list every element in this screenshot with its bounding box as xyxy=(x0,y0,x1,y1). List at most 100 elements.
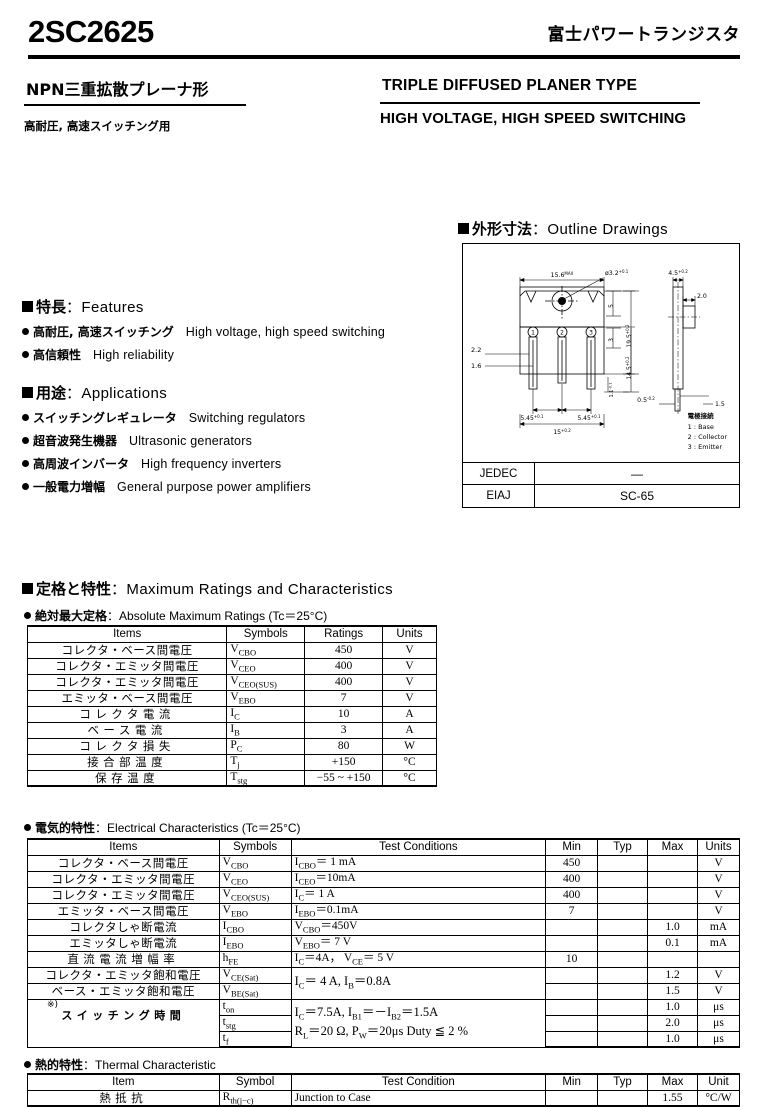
row-rating: 80 xyxy=(304,737,384,755)
row-min: 7 xyxy=(545,902,599,920)
applications-section: 用途： Applications スイッチングレギュレータ Switching r… xyxy=(22,382,442,495)
row-symbol: IEBO xyxy=(218,934,292,952)
subtitle-en-secondary: HIGH VOLTAGE, HIGH SPEED SWITCHING xyxy=(380,110,687,127)
outline-heading: 外形寸法： Outline Drawings xyxy=(458,218,668,239)
row-unit: μs xyxy=(696,998,741,1016)
table-row: ベース・エミッタ飽和電圧 VBE(Sat) 1.5 V xyxy=(27,982,741,1000)
col-typ: Typ xyxy=(597,838,649,856)
table-row: 熱抵抗 Rth(j−c) Junction to Case 1.55 °C/W xyxy=(27,1089,741,1107)
row-unit: mA xyxy=(696,934,741,952)
thermal-subheading-en: Thermal Characteristic xyxy=(95,1058,216,1072)
jedec-value: — xyxy=(631,466,643,481)
applications-heading: 用途： Applications xyxy=(22,382,442,403)
package-drawing: 1 2 3 xyxy=(463,244,739,463)
row-symbol: VEBO xyxy=(218,902,292,920)
row-symbol: PC xyxy=(226,737,306,755)
thermal-subheading: 熱的特性：Thermal Characteristic xyxy=(24,1056,216,1073)
row-max xyxy=(647,870,698,888)
dim-bottom: 1.1-0.1 xyxy=(609,383,616,398)
table-row: コレクタしゃ断電流 ICBO VCBO＝450V 1.0 mA xyxy=(27,918,741,936)
row-max: 0.1 xyxy=(647,934,698,952)
row-unit: V xyxy=(382,689,437,707)
row-condition: ICEO＝10mA xyxy=(290,870,547,888)
subtitle-en-primary: TRIPLE DIFFUSED PLANER TYPE xyxy=(382,77,638,94)
feature-label-en: High reliability xyxy=(93,348,175,362)
table-row: コレクタ・ベース間電圧 VCBO 450 V xyxy=(26,641,437,659)
package-drawing-svg: 1 2 3 xyxy=(471,269,725,436)
table-row: コレクタ・ベース間電圧 VCBO ICBO＝ 1 mA 450 V xyxy=(27,854,741,872)
table-row: 保存温度 Tstg −55 ~ +150 °C xyxy=(26,769,437,787)
dim-span: 15+0.2 xyxy=(553,428,571,436)
outline-drawing-box: 1 2 3 xyxy=(462,243,740,508)
row-unit: V xyxy=(382,657,437,675)
ratings-heading: 定格と特性： Maximum Ratings and Characteristic… xyxy=(22,578,393,599)
round-bullet-icon xyxy=(22,483,29,490)
row-min xyxy=(545,918,599,936)
electrode-name: Emitter xyxy=(698,442,723,451)
row-unit: μs xyxy=(696,1030,741,1048)
absolute-max-subheading-sep: ： xyxy=(107,609,120,623)
table-row: ※) スイッチング時間 ton IC＝7.5A, IB1＝－IB2＝1.5A R… xyxy=(27,998,741,1048)
col-max: Max xyxy=(647,838,698,856)
row-symbol: Rth(j−c) xyxy=(218,1089,292,1107)
absolute-max-subheading: 絶対最大定格：Absolute Maximum Ratings (Tc＝25°C… xyxy=(24,607,327,624)
row-condition: VEBO＝ 7 V xyxy=(290,934,547,952)
electrical-characteristics-table: Items Symbols Test Conditions Min Typ Ma… xyxy=(27,838,741,1048)
standard-row-jedec: JEDEC — xyxy=(463,463,739,485)
dim-tab-mid: 3 xyxy=(608,338,615,342)
row-symbol: VCEO xyxy=(218,870,292,888)
svg-text:1: 1 xyxy=(531,330,535,337)
table-row: コレクタ・エミッタ間電圧 VCEO(SUS) 400 V xyxy=(26,673,437,691)
row-condition: IC＝4A， VCE＝ 5 V xyxy=(290,950,547,968)
row-min: 400 xyxy=(545,870,599,888)
row-min xyxy=(545,1014,599,1032)
standard-row-eiaj: EIAJ SC-65 xyxy=(463,485,739,507)
row-condition: ICBO＝ 1 mA xyxy=(290,854,547,872)
row-min: 450 xyxy=(545,854,599,872)
row-item: 接合部温度 xyxy=(26,753,228,771)
dim-tab-top: 5 xyxy=(608,304,615,308)
row-item: エミッタしゃ断電流 xyxy=(27,934,220,952)
row-condition: IC＝ 1 A xyxy=(290,886,547,904)
row-unit: V xyxy=(382,673,437,691)
application-label-jp: 超音波発生機器 xyxy=(33,434,118,448)
subtitle-jp-secondary: 高耐圧, 高速スイッチング用 xyxy=(24,119,171,133)
table-row: コレクタ・エミッタ間電圧 VCEO(SUS) IC＝ 1 A 400 V xyxy=(27,886,741,904)
eiaj-value: SC-65 xyxy=(619,489,654,503)
table-row: 接合部温度 Tj +150 °C xyxy=(26,753,437,771)
row-min xyxy=(545,1089,599,1107)
electrical-subheading: 電気的特性：Electrical Characteristics (Tc＝25°… xyxy=(24,819,301,836)
square-bullet-icon xyxy=(458,223,469,234)
features-heading-sep: ： xyxy=(66,299,82,316)
row-max: 1.5 xyxy=(647,982,698,1000)
table-row: コレクタ・エミッタ間電圧 VCEO ICEO＝10mA 400 V xyxy=(27,870,741,888)
square-bullet-icon xyxy=(22,387,33,398)
row-min xyxy=(545,934,599,952)
col-ratings: Ratings xyxy=(304,625,384,643)
row-typ xyxy=(597,886,649,904)
row-symbol: Tj xyxy=(226,753,306,771)
applications-heading-en: Applications xyxy=(81,385,168,402)
row-symbol: VCEO xyxy=(226,657,306,675)
subtitle-jp-primary: NPN三重拡散プレーナ形 xyxy=(26,80,209,99)
features-section: 特長： Features 高耐圧, 高速スイッチング High voltage, … xyxy=(22,296,442,363)
row-rating: 10 xyxy=(304,705,384,723)
feature-item: 高信頼性 High reliability xyxy=(22,346,442,363)
row-unit: °C xyxy=(382,769,437,787)
thermal-characteristic-table: Item Symbol Test Condition Min Typ Max U… xyxy=(27,1073,741,1107)
row-unit: V xyxy=(696,966,741,984)
features-heading-jp: 特長 xyxy=(36,298,67,316)
row-typ xyxy=(597,982,649,1000)
row-unit: A xyxy=(382,705,437,723)
application-label-en: High frequency inverters xyxy=(141,457,282,471)
row-rating: 400 xyxy=(304,673,384,691)
row-unit: V xyxy=(696,870,741,888)
row-unit: A xyxy=(382,721,437,739)
page-header: 2SC2625 富士パワートランジスタ xyxy=(28,16,740,47)
row-max: 1.55 xyxy=(647,1089,698,1107)
table-row: コレクタ・エミッタ間電圧 VCEO 400 V xyxy=(26,657,437,675)
svg-text:2: 2 xyxy=(560,330,564,337)
application-item: 高周波インバータ High frequency inverters xyxy=(22,455,442,472)
outline-heading-en: Outline Drawings xyxy=(547,221,669,238)
application-label-jp: 一般電力増幅 xyxy=(33,480,106,494)
